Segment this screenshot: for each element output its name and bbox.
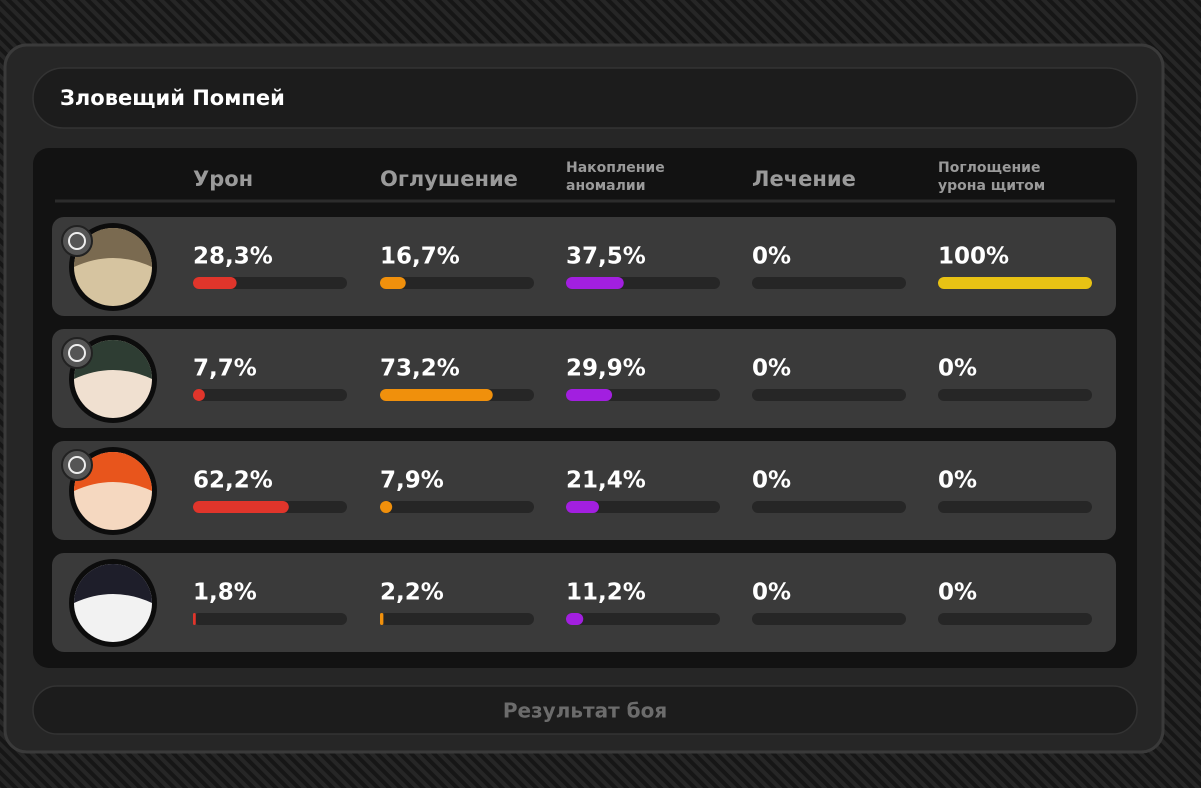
avatar-hair [74,340,152,379]
bar [566,613,584,625]
column-header: Накопление [566,160,665,176]
bar-track [752,501,906,513]
value-label: 7,7% [193,356,257,382]
row-background [52,553,1116,652]
bar-track [193,389,347,401]
value-label: 0% [938,468,977,494]
avatar-hair [74,564,152,603]
row-background [52,217,1116,316]
bar [193,501,289,513]
value-label: 62,2% [193,468,273,494]
bar-track [193,613,347,625]
value-label: 0% [752,580,791,606]
avatar-hair [74,452,152,491]
role-icon [61,225,93,257]
column-header: Поглощение [938,160,1040,176]
row-background [52,329,1116,428]
avatar-hair [74,228,152,267]
bar-track [752,389,906,401]
value-label: 37,5% [566,244,646,270]
result-button[interactable] [32,685,1138,735]
bar-track [380,277,534,289]
value-label: 0% [938,356,977,382]
value-label: 28,3% [193,244,273,270]
bar-track [938,613,1092,625]
value-label: 16,7% [380,244,460,270]
bar [380,501,393,513]
bar [938,277,1092,289]
bar [193,613,196,625]
result-button-label[interactable]: Результат боя [503,699,667,723]
title-bar [32,67,1138,129]
value-label: 2,2% [380,580,444,606]
bar-track [752,613,906,625]
role-icon [61,449,93,481]
value-label: 29,9% [566,356,646,382]
column-header: Урон [193,167,253,191]
role-icon [61,337,93,369]
value-label: 7,9% [380,468,444,494]
value-label: 73,2% [380,356,460,382]
bar-track [380,501,534,513]
bar-track [380,613,534,625]
column-header: аномалии [566,178,646,194]
value-label: 11,2% [566,580,646,606]
bar-track [938,389,1092,401]
role-icon-inner [68,456,86,474]
value-label: 0% [752,356,791,382]
column-header: урона щитом [938,178,1045,194]
value-label: 21,4% [566,468,646,494]
role-icon-inner [68,232,86,250]
bar [566,277,624,289]
row-background [52,441,1116,540]
bar-track [566,501,720,513]
value-label: 0% [938,580,977,606]
value-label: 0% [752,468,791,494]
value-label: 1,8% [193,580,257,606]
value-label: 0% [752,244,791,270]
role-icon-inner [68,344,86,362]
bar [193,389,205,401]
bar [566,389,613,401]
bar [193,277,237,289]
bar [380,613,384,625]
bar [566,501,599,513]
title: Зловещий Помпей [60,86,285,110]
value-label: 100% [938,244,1009,270]
bar-track [938,501,1092,513]
column-header: Оглушение [380,167,518,191]
bar-track [752,277,906,289]
column-header: Лечение [752,167,856,191]
bar [380,389,493,401]
table-content: Урон Оглушение Накопление аномалии Лечение По… [52,160,1116,652]
bar-track [566,613,720,625]
bar [380,277,406,289]
